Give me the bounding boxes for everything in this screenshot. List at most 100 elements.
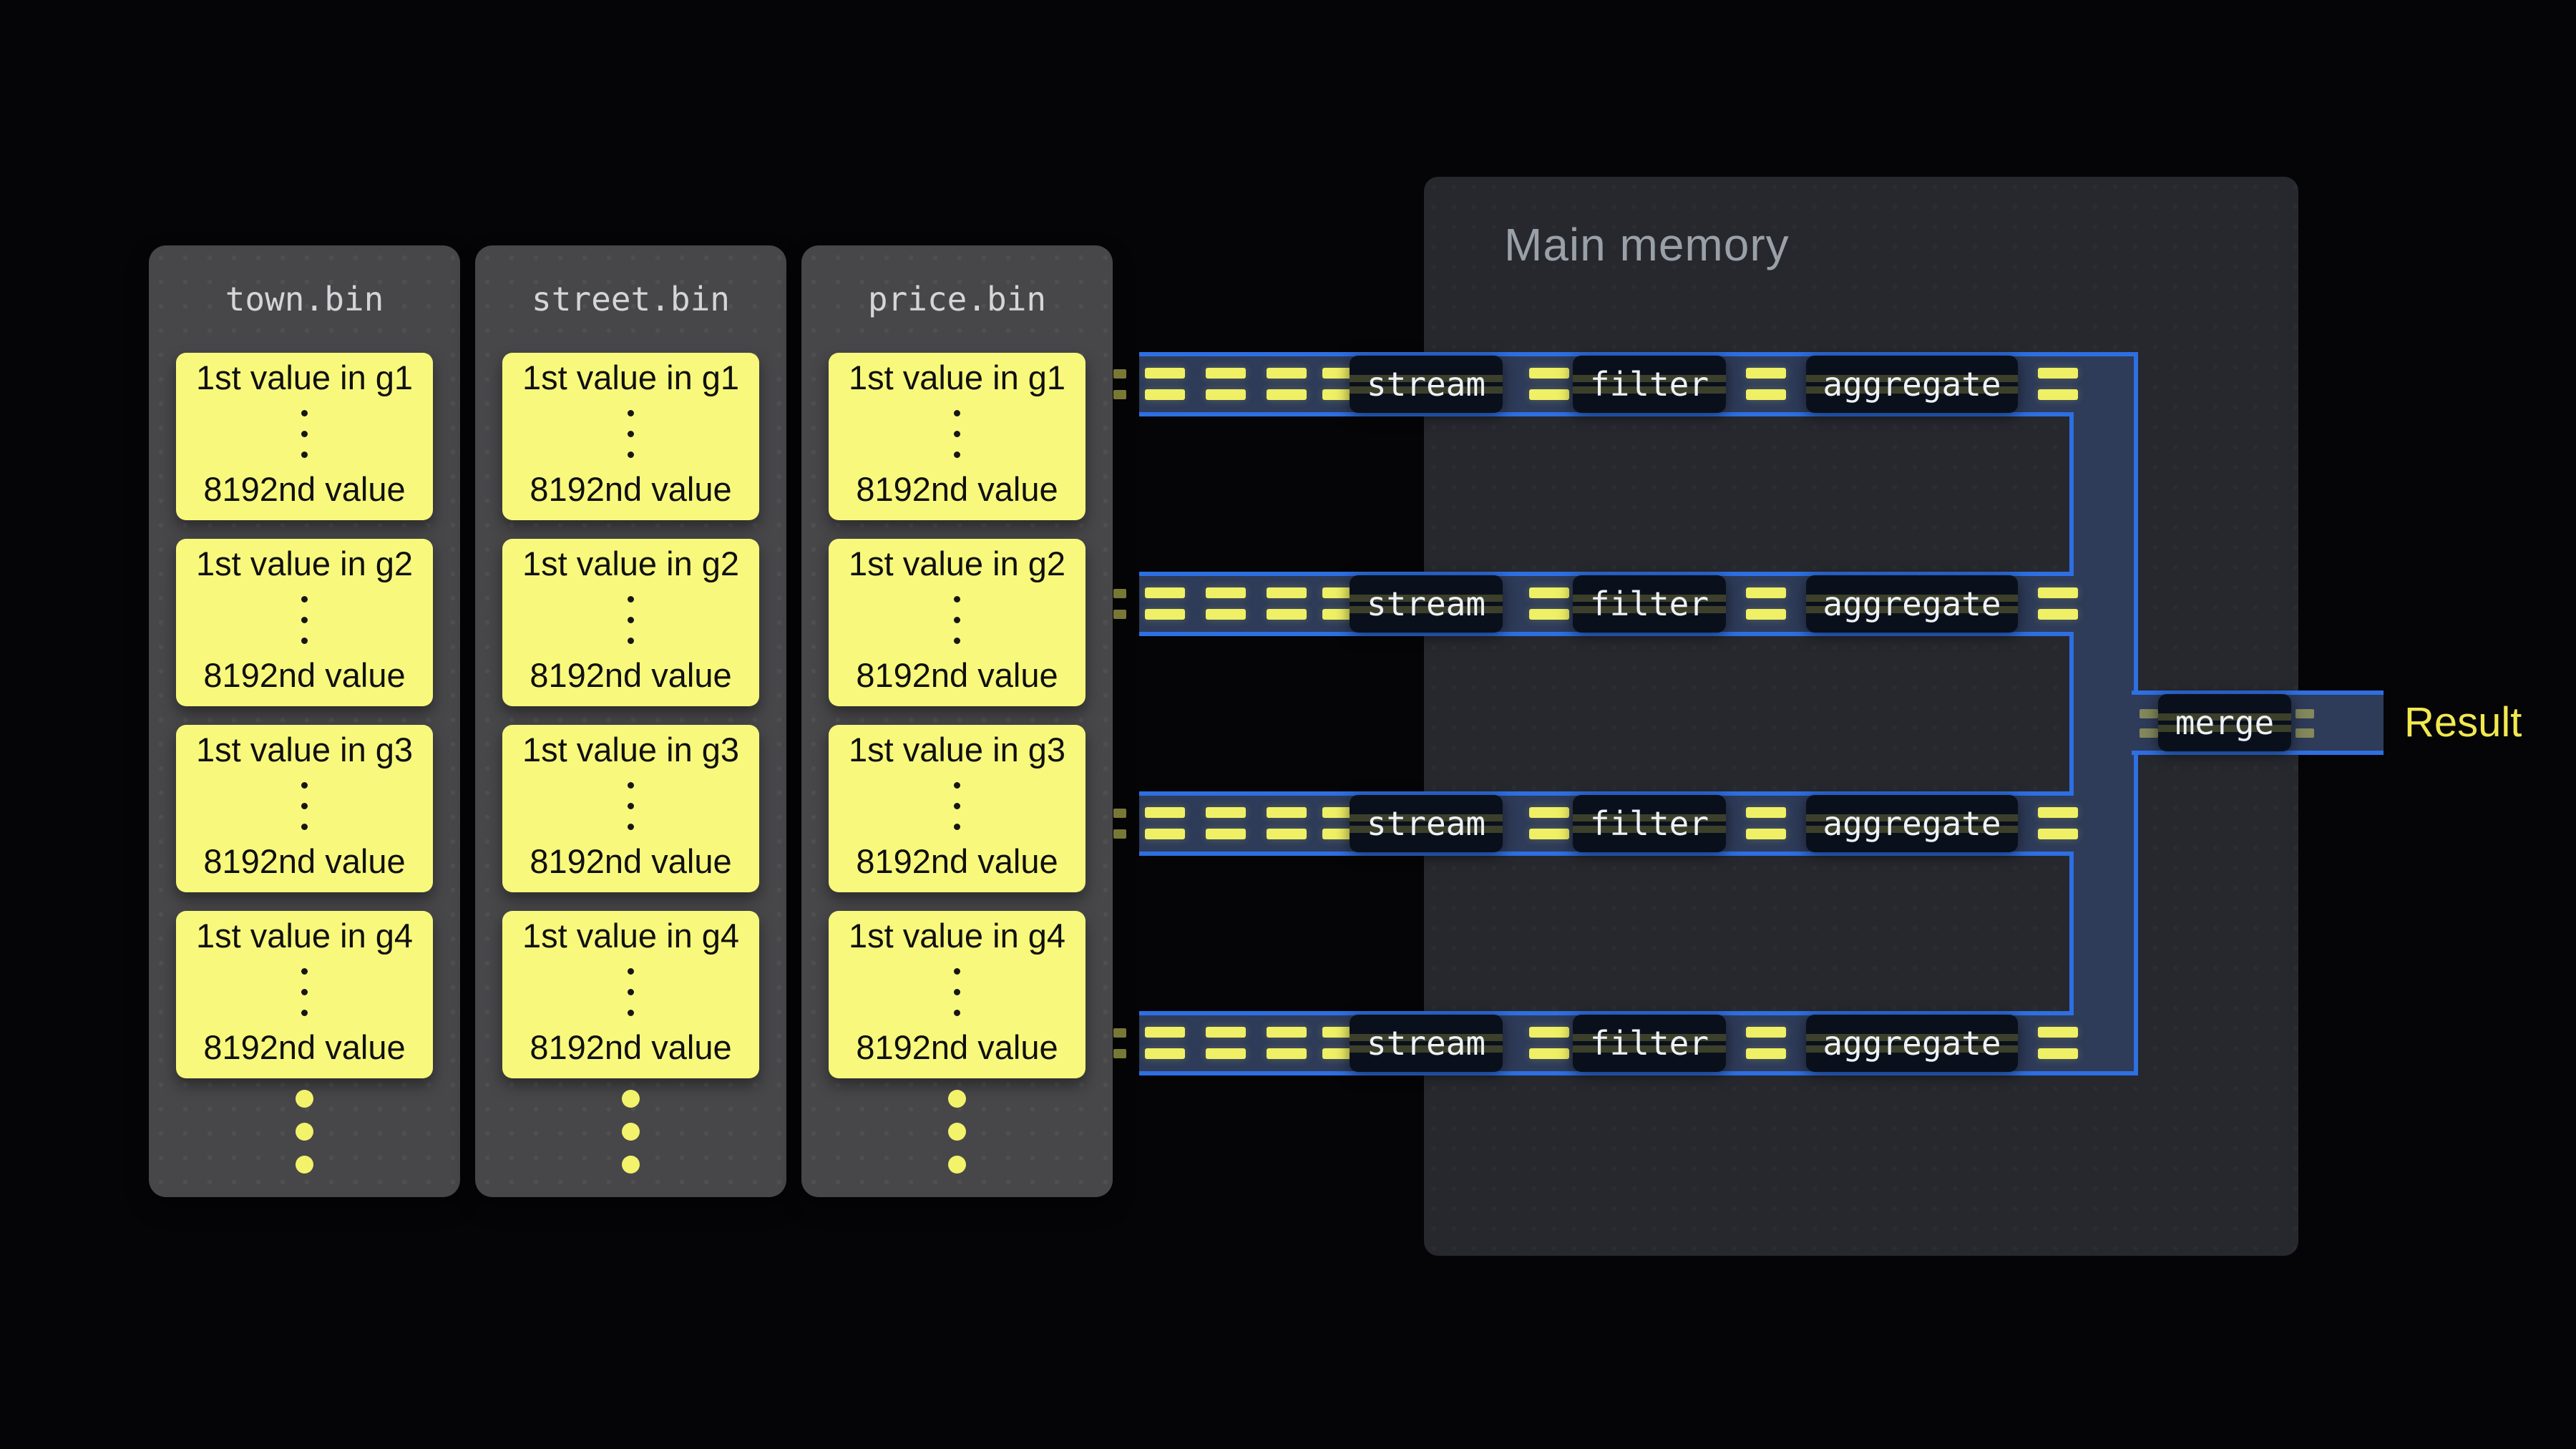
stream-box: stream xyxy=(1350,1015,1503,1072)
data-chunk-icon xyxy=(1206,807,1246,839)
ellipsis-dot xyxy=(622,1123,640,1141)
ellipsis-dot xyxy=(628,823,634,830)
data-chunk-icon xyxy=(1206,587,1246,620)
emerging-chunk-icon xyxy=(1113,369,1126,399)
ellipsis-dot xyxy=(628,595,634,602)
ellipsis-dot xyxy=(301,802,308,809)
file-column-town: town.bin 1st value in g1 8192nd value 1s… xyxy=(149,245,460,1197)
data-chunk-icon xyxy=(1746,587,1786,620)
ellipsis-dot xyxy=(622,1156,640,1174)
value-block: 1st value in g2 8192nd value xyxy=(502,539,759,706)
file-column-price: price.bin 1st value in g1 8192nd value 1… xyxy=(801,245,1113,1197)
aggregate-box: aggregate xyxy=(1806,795,2018,852)
ellipsis-dot xyxy=(301,451,308,458)
data-chunk-icon xyxy=(1145,1027,1185,1059)
value-block: 1st value in g2 8192nd value xyxy=(829,539,1085,706)
ellipsis-dot xyxy=(301,409,308,416)
aggregate-box: aggregate xyxy=(1806,356,2018,413)
data-chunk-icon xyxy=(1529,1027,1569,1059)
block-ellipsis xyxy=(628,781,634,830)
merge-spine xyxy=(2069,352,2138,1075)
file-name: price.bin xyxy=(867,280,1047,318)
ellipsis-dot xyxy=(954,1009,960,1016)
ellipsis-dot xyxy=(954,781,960,789)
merge-box: merge xyxy=(2158,694,2291,751)
ellipsis-dot xyxy=(948,1123,966,1141)
file-ellipsis xyxy=(475,1090,786,1174)
data-chunk-icon xyxy=(1746,368,1786,400)
block-ellipsis xyxy=(954,781,960,830)
value-block: 1st value in g1 8192nd value xyxy=(176,353,433,520)
data-chunk-icon xyxy=(2038,807,2078,839)
data-chunk-icon xyxy=(2038,587,2078,620)
block-last-value: 8192nd value xyxy=(203,655,406,694)
data-chunk-icon xyxy=(1206,1027,1246,1059)
block-last-value: 8192nd value xyxy=(856,655,1058,694)
ellipsis-dot xyxy=(301,430,308,437)
stream-box: stream xyxy=(1350,795,1503,852)
data-chunk-icon xyxy=(1267,807,1307,839)
emerging-chunk-icon xyxy=(2296,709,2314,738)
block-first-value: 1st value in g4 xyxy=(522,917,740,955)
stream-band-1: stream filter aggregate xyxy=(1139,352,2074,416)
value-block: 1st value in g4 8192nd value xyxy=(829,911,1085,1078)
data-chunk-icon xyxy=(1746,807,1786,839)
value-block: 1st value in g3 8192nd value xyxy=(829,725,1085,892)
stream-band-4: stream filter aggregate xyxy=(1139,1011,2074,1075)
value-block-list: 1st value in g1 8192nd value 1st value i… xyxy=(801,353,1113,1078)
block-first-value: 1st value in g3 xyxy=(522,731,740,769)
filter-box: filter xyxy=(1573,356,1726,413)
block-last-value: 8192nd value xyxy=(530,469,732,508)
emerging-chunk-icon xyxy=(1113,809,1126,839)
value-block: 1st value in g3 8192nd value xyxy=(502,725,759,892)
ellipsis-dot xyxy=(954,802,960,809)
ellipsis-dot xyxy=(628,430,634,437)
ellipsis-dot xyxy=(948,1156,966,1174)
filter-box: filter xyxy=(1573,575,1726,633)
value-block-list: 1st value in g1 8192nd value 1st value i… xyxy=(149,353,460,1078)
file-name: town.bin xyxy=(225,280,384,318)
value-block-list: 1st value in g1 8192nd value 1st value i… xyxy=(475,353,786,1078)
ellipsis-dot xyxy=(628,802,634,809)
data-chunk-icon xyxy=(1529,368,1569,400)
ellipsis-dot xyxy=(628,637,634,644)
block-ellipsis xyxy=(628,967,634,1016)
block-first-value: 1st value in g2 xyxy=(195,545,414,582)
ellipsis-dot xyxy=(622,1090,640,1108)
block-last-value: 8192nd value xyxy=(203,1028,406,1066)
stream-band-3: stream filter aggregate xyxy=(1139,791,2074,856)
ellipsis-dot xyxy=(628,1009,634,1016)
block-last-value: 8192nd value xyxy=(856,469,1058,508)
ellipsis-dot xyxy=(954,823,960,830)
block-last-value: 8192nd value xyxy=(856,1028,1058,1066)
ellipsis-dot xyxy=(301,595,308,602)
block-ellipsis xyxy=(301,409,308,458)
ellipsis-dot xyxy=(296,1156,313,1174)
stream-box: stream xyxy=(1350,575,1503,633)
stream-box: stream xyxy=(1350,356,1503,413)
data-chunk-icon xyxy=(1145,368,1185,400)
ellipsis-dot xyxy=(301,1009,308,1016)
block-first-value: 1st value in g2 xyxy=(522,545,740,582)
ellipsis-dot xyxy=(948,1090,966,1108)
emerging-chunk-icon xyxy=(1113,589,1126,619)
file-column-street: street.bin 1st value in g1 8192nd value … xyxy=(475,245,786,1197)
block-last-value: 8192nd value xyxy=(203,841,406,880)
block-first-value: 1st value in g3 xyxy=(195,731,414,769)
ellipsis-dot xyxy=(301,781,308,789)
block-last-value: 8192nd value xyxy=(203,469,406,508)
block-first-value: 1st value in g3 xyxy=(848,731,1066,769)
ellipsis-dot xyxy=(628,616,634,623)
emerging-chunk-icon xyxy=(1113,1028,1126,1058)
ellipsis-dot xyxy=(301,967,308,975)
emerging-chunk-icon xyxy=(2140,709,2158,738)
block-ellipsis xyxy=(954,595,960,644)
data-chunk-icon xyxy=(1267,1027,1307,1059)
ellipsis-dot xyxy=(954,595,960,602)
block-first-value: 1st value in g4 xyxy=(848,917,1066,955)
block-last-value: 8192nd value xyxy=(530,655,732,694)
data-chunk-icon xyxy=(2038,1027,2078,1059)
value-block: 1st value in g4 8192nd value xyxy=(176,911,433,1078)
ellipsis-dot xyxy=(628,451,634,458)
